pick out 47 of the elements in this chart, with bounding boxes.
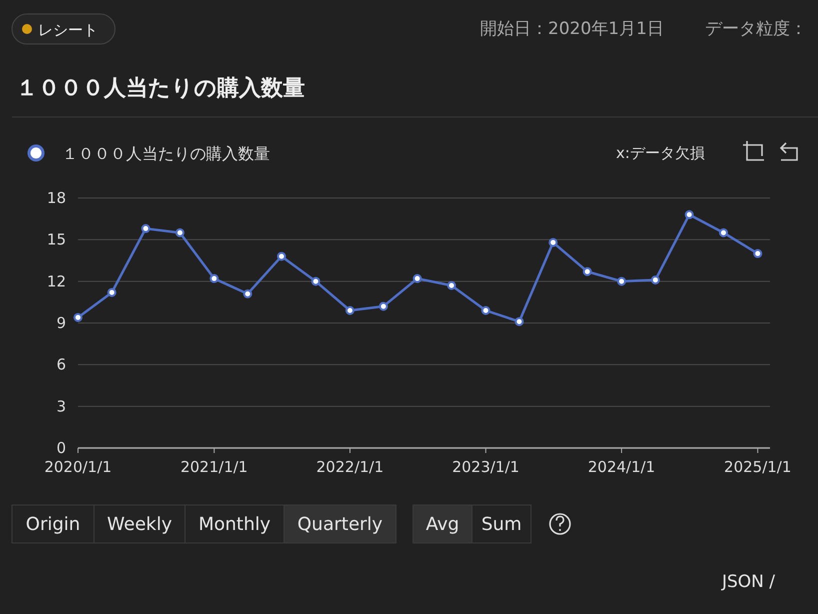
- point: [548, 238, 558, 247]
- point: [277, 252, 286, 261]
- point: [378, 302, 388, 311]
- point: [107, 288, 116, 297]
- point: [345, 306, 354, 315]
- text: Sum: [481, 514, 522, 535]
- point: [74, 312, 82, 322]
- y-tick-label: 12: [46, 272, 66, 290]
- text: 開始日：2020年1月1日: [480, 19, 664, 39]
- x-tick-label: 2025/1/1: [724, 458, 792, 476]
- point: [514, 317, 524, 326]
- text: Monthly: [198, 514, 271, 535]
- point: [447, 281, 456, 290]
- point: [210, 274, 219, 284]
- x-tick-label: 2020/1/1: [44, 458, 112, 476]
- point: [243, 289, 252, 298]
- x-tick-label: 2023/1/1: [452, 458, 520, 476]
- point: [753, 249, 762, 258]
- text: Quarterly: [297, 514, 383, 535]
- text: JSON /: [721, 572, 776, 592]
- chart-title: １０００人当たりの購入数量: [16, 76, 305, 101]
- point: [582, 267, 592, 276]
- y-tick-label: 0: [56, 439, 66, 457]
- text: データ粒度：: [705, 19, 807, 39]
- point: [311, 276, 320, 286]
- point: [141, 224, 150, 234]
- point: [481, 306, 490, 315]
- point: [617, 276, 626, 286]
- y-tick-label: 6: [56, 356, 66, 374]
- text: Origin: [26, 514, 80, 535]
- point: [412, 274, 422, 284]
- text: x:データ欠損: [616, 144, 705, 162]
- y-tick-label: 3: [56, 397, 66, 416]
- y-tick-label: 18: [46, 189, 66, 207]
- y-tick-label: 9: [56, 314, 66, 332]
- x-tick-label: 2022/1/1: [316, 458, 384, 476]
- point: [718, 228, 728, 238]
- x-tick-label: 2021/1/1: [180, 458, 248, 476]
- text: Avg: [426, 514, 460, 535]
- text: Weekly: [107, 514, 172, 535]
- y-tick-label: 15: [46, 230, 66, 249]
- text: レシート: [38, 21, 98, 39]
- point: [175, 228, 184, 238]
- legend-label: １０００人当たりの購入数量: [62, 144, 270, 163]
- x-tick-label: 2024/1/1: [588, 458, 656, 476]
- point: [650, 275, 660, 284]
- point: [684, 210, 694, 220]
